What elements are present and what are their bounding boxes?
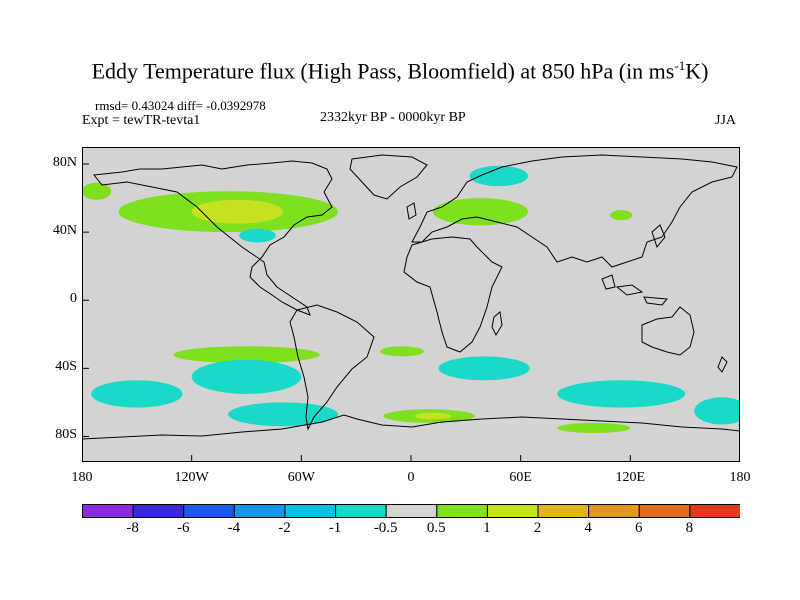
- colorbar-box-11: [638, 504, 691, 518]
- colorbar-label: -4: [227, 520, 241, 536]
- rmsd-diff-text: rmsd= 0.43024 diff= -0.0392978: [95, 98, 266, 113]
- antarctica-coast: [82, 414, 740, 440]
- lat-label: 80N: [52, 155, 77, 171]
- colorbar-label: -2: [278, 520, 291, 536]
- colorbar-box-8: [486, 504, 539, 518]
- field-region-7: [173, 346, 320, 364]
- lon-label: 120W: [174, 470, 209, 485]
- experiment-label: Expt = tewTR-tevta1: [82, 113, 201, 128]
- field-region-1: [191, 199, 284, 224]
- field-region-6: [610, 210, 633, 221]
- colorbar-label: 6: [635, 520, 643, 536]
- lat-tick-marks: [82, 163, 89, 437]
- lon-label: 60W: [287, 470, 315, 485]
- lon-label: 180: [729, 470, 751, 485]
- greenland-coast: [349, 154, 428, 200]
- new-zealand-coast: [717, 356, 728, 373]
- south-america-coast: [289, 304, 375, 431]
- field-region-9: [91, 380, 183, 408]
- colorbar: [82, 504, 740, 518]
- field-region-12: [438, 356, 530, 381]
- lon-label: 60E: [509, 470, 532, 485]
- colorbar-label: 0.5: [426, 520, 446, 536]
- plot-title: Eddy Temperature flux (High Pass, Bloomf…: [91, 58, 709, 84]
- madagascar-coast: [491, 311, 503, 337]
- lat-label: 0: [70, 291, 77, 307]
- lat-label: 40S: [55, 359, 77, 375]
- time-period-label: 2332kyr BP - 0000kyr BP: [320, 110, 466, 125]
- field-region-16: [414, 412, 452, 420]
- field-region-4: [239, 228, 276, 243]
- lat-label: 80S: [55, 427, 77, 443]
- field-region-14: [694, 397, 740, 425]
- indonesia-coast: [601, 274, 668, 306]
- north-america-coast: [93, 160, 333, 316]
- field-region-10: [191, 359, 302, 394]
- colorbar-box-1: [132, 504, 185, 518]
- coastlines: [82, 154, 740, 440]
- colorbar-label: -8: [126, 520, 139, 536]
- colorbar-box-10: [588, 504, 640, 518]
- field-region-8: [379, 346, 424, 357]
- colorbar-label: -1: [328, 520, 342, 536]
- africa-coast: [403, 236, 503, 353]
- colorbar-boxes: [82, 504, 740, 518]
- colorbar-box-0: [82, 504, 134, 518]
- map-panel: [82, 147, 740, 462]
- uk-coast: [406, 202, 417, 220]
- lon-label: 120E: [615, 470, 646, 485]
- colorbar-label: 2: [533, 520, 542, 536]
- lon-tick-marks: [82, 455, 740, 462]
- lat-label: 40N: [52, 223, 77, 239]
- colorbar-box-12: [689, 504, 740, 518]
- eurasia-coast: [411, 154, 738, 268]
- colorbar-box-6: [385, 504, 438, 518]
- colorbar-label: -0.5: [373, 520, 398, 536]
- field-region-5: [82, 182, 112, 200]
- japan-coast: [651, 224, 666, 249]
- colorbar-box-5: [335, 504, 387, 518]
- season-label: JJA: [715, 113, 737, 128]
- colorbar-box-2: [183, 504, 235, 518]
- colorbar-label: -6: [176, 520, 190, 536]
- colorbar-label: 4: [584, 520, 592, 536]
- colorbar-box-9: [537, 504, 590, 518]
- colorbar-box-3: [233, 504, 286, 518]
- field-region-2: [432, 198, 528, 226]
- field-layer: [82, 165, 740, 434]
- lon-label: 0: [407, 470, 415, 485]
- colorbar-box-7: [436, 504, 488, 518]
- lon-label: 180: [71, 470, 93, 485]
- colorbar-label: 1: [483, 520, 491, 536]
- australia-coast: [641, 306, 695, 356]
- field-region-17: [557, 422, 631, 434]
- field-region-11: [228, 402, 338, 427]
- colorbar-box-4: [284, 504, 337, 518]
- colorbar-label: 8: [685, 520, 694, 536]
- field-region-13: [557, 380, 686, 408]
- field-region-3: [469, 165, 528, 187]
